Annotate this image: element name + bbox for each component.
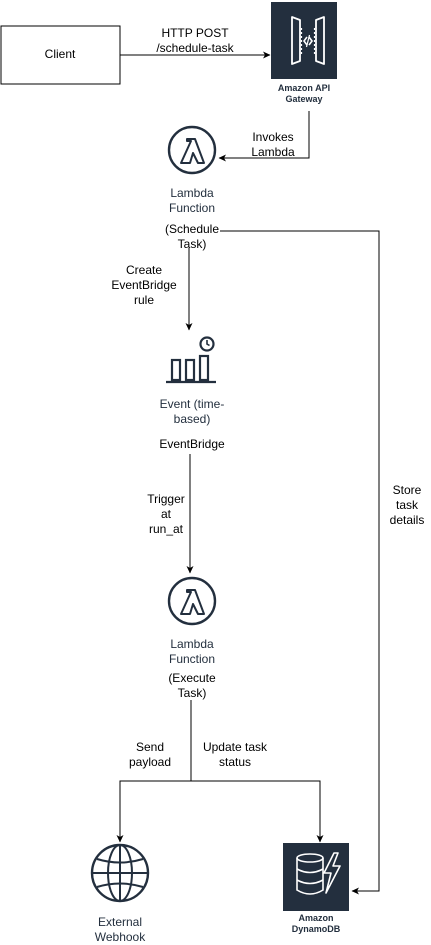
edge-label-store-details: Store task details	[385, 483, 429, 528]
edge-label-trigger-line3: run_at	[148, 522, 184, 536]
edge-label-update-status-line2: status	[218, 755, 251, 769]
edge-label-create-rule-line1: Create	[125, 263, 163, 277]
dynamodb-label-line2: DynamoDB	[291, 924, 341, 934]
edge-label-invokes: Invokes Lambda	[238, 130, 308, 160]
globe-icon	[90, 843, 150, 903]
lambda-execute-sublabel: (Execute Task)	[152, 671, 232, 701]
edge-label-store-details-line3: details	[389, 513, 425, 527]
lambda-execute-label: Lambda Function	[152, 637, 232, 667]
dynamodb-label: Amazon DynamoDB	[276, 913, 356, 935]
edge-label-trigger-line1: Trigger	[147, 492, 185, 506]
lambda-execute-label-line2: Function	[168, 652, 216, 666]
dynamodb-label-line1: Amazon	[298, 913, 334, 923]
edge-label-send-payload-line2: payload	[128, 755, 172, 769]
edge-invokes	[218, 111, 310, 162]
edge-label-create-rule-line2: EventBridge	[111, 278, 177, 292]
edge-label-update-status: Update task status	[195, 740, 275, 770]
lambda-execute-label-line1: Lambda	[170, 637, 214, 651]
edge-label-send-payload: Send payload	[120, 740, 180, 770]
lambda-schedule-label-line2: Function	[168, 201, 216, 215]
webhook-label-line2: Webhook	[94, 930, 146, 944]
edge-label-create-rule: Create EventBridge rule	[104, 263, 184, 308]
edge-update-status	[191, 780, 324, 843]
eventbridge-icon	[166, 336, 216, 384]
webhook-label: External Webhook	[80, 915, 160, 945]
edge-label-create-rule-line3: rule	[133, 293, 154, 307]
api-gateway-icon	[271, 2, 337, 79]
api-gateway-label-line1: Amazon API	[277, 83, 331, 93]
edge-label-update-status-line1: Update task	[202, 740, 268, 754]
lambda-icon	[167, 125, 217, 175]
client-label: Client	[44, 47, 76, 61]
dynamodb-icon	[283, 843, 349, 911]
lambda-icon	[167, 576, 217, 626]
api-gateway-label-line2: Gateway	[285, 94, 323, 104]
edge-label-http-post: HTTP POST /schedule-task	[140, 26, 250, 56]
edge-label-store-details-line1: Store	[392, 483, 422, 497]
edge-label-trigger: Trigger at run_at	[136, 492, 196, 537]
eventbridge-label-line1: Event (time-	[159, 397, 225, 411]
eventbridge-label-line2: based)	[173, 412, 211, 426]
edge-label-store-details-line2: task	[395, 498, 418, 512]
edge-label-trigger-line2: at	[160, 507, 171, 521]
api-gateway-label: Amazon API Gateway	[264, 83, 344, 105]
edge-store-details	[220, 230, 380, 895]
lambda-schedule-label-line1: Lambda	[170, 186, 214, 200]
lambda-schedule-sub-line2: Task)	[177, 237, 207, 251]
edge-label-http-post-line2: /schedule-task	[156, 41, 234, 55]
edge-send-payload	[116, 780, 191, 843]
lambda-schedule-sublabel: (Schedule Task)	[152, 222, 232, 252]
webhook-label-line1: External	[97, 915, 143, 929]
lambda-execute-sub-line2: Task)	[177, 686, 207, 700]
edge-label-send-payload-line1: Send	[135, 740, 165, 754]
edge-label-invokes-line2: Lambda	[251, 145, 295, 159]
client-box[interactable]	[0, 25, 121, 85]
eventbridge-title: EventBridge	[159, 437, 225, 451]
lambda-schedule-label: Lambda Function	[152, 186, 232, 216]
lambda-execute-sub-line1: (Execute	[168, 671, 216, 685]
edge-label-http-post-line1: HTTP POST	[161, 26, 229, 40]
eventbridge-label: Event (time- based)	[147, 397, 237, 427]
lambda-schedule-sub-line1: (Schedule	[164, 222, 220, 236]
edge-label-invokes-line1: Invokes	[252, 130, 294, 144]
